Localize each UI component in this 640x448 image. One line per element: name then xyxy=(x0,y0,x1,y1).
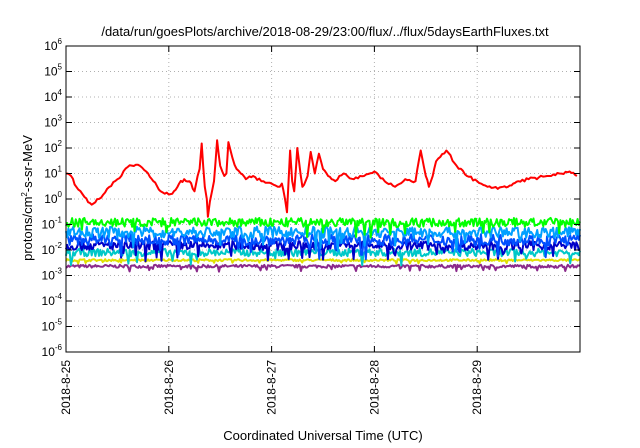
y-tick-label: 10-1 xyxy=(42,216,63,232)
y-axis-title: protons/cm2-s-sr-MeV xyxy=(20,135,35,261)
y-tick-base: 10 xyxy=(44,39,58,53)
y-axis-title-sup: 2 xyxy=(20,192,29,197)
y-tick-base: 10 xyxy=(42,345,56,359)
y-tick-exponent: 2 xyxy=(58,139,63,148)
y-tick-label: 106 xyxy=(44,37,62,53)
x-tick-label: 2018-8-29 xyxy=(470,360,484,415)
y-tick-label: 10-6 xyxy=(42,343,63,359)
y-tick-base: 10 xyxy=(42,294,56,308)
y-tick-exponent: 5 xyxy=(58,63,63,72)
y-tick-base: 10 xyxy=(44,141,58,155)
y-tick-exponent: 3 xyxy=(58,114,63,123)
y-tick-exponent: 6 xyxy=(58,37,63,46)
y-tick-label: 102 xyxy=(44,139,62,155)
y-tick-exponent: -1 xyxy=(55,216,63,225)
data-series xyxy=(65,139,581,273)
grid xyxy=(66,46,580,352)
y-tick-label: 103 xyxy=(44,114,62,130)
x-tick-label: 2018-8-27 xyxy=(265,360,279,415)
y-tick-exponent: 0 xyxy=(58,190,63,199)
x-tick-label: 2018-8-26 xyxy=(162,360,176,415)
x-tick-label: 2018-8-28 xyxy=(367,360,381,415)
y-tick-base: 10 xyxy=(44,167,58,181)
y-tick-exponent: 1 xyxy=(58,165,63,174)
y-tick-base: 10 xyxy=(42,218,56,232)
series-line xyxy=(65,263,581,273)
x-axis: 2018-8-25 2018-8-26 2018-8-27 2018-8-28 2018… xyxy=(59,46,484,415)
series-line xyxy=(65,225,581,253)
y-tick-base: 10 xyxy=(42,269,56,283)
y-tick-label: 104 xyxy=(44,88,62,104)
y-tick-label: 100 xyxy=(44,190,62,206)
y-tick-exponent: -3 xyxy=(55,267,63,276)
y-tick-exponent: -5 xyxy=(55,318,63,327)
x-axis-title: Coordinated Universal Time (UTC) xyxy=(223,428,422,443)
x-tick-label: 2018-8-25 xyxy=(59,360,73,415)
y-axis-title-suffix: -s-sr-MeV xyxy=(20,135,35,192)
y-axis-title-prefix: protons/cm xyxy=(20,197,35,261)
y-tick-base: 10 xyxy=(44,65,58,79)
y-tick-base: 10 xyxy=(44,90,58,104)
y-tick-label: 101 xyxy=(44,165,62,181)
y-tick-label: 10-3 xyxy=(42,267,63,283)
y-tick-exponent: -6 xyxy=(55,343,63,352)
series-line xyxy=(65,233,581,261)
series-line xyxy=(65,216,581,239)
y-tick-base: 10 xyxy=(44,116,58,130)
y-tick-base: 10 xyxy=(42,320,56,334)
y-tick-exponent: 4 xyxy=(58,88,63,97)
y-tick-exponent: -2 xyxy=(55,241,63,250)
y-tick-base: 10 xyxy=(42,243,56,257)
series-line xyxy=(65,139,578,218)
y-tick-base: 10 xyxy=(44,192,58,206)
y-tick-label: 105 xyxy=(44,63,62,79)
y-tick-label: 10-5 xyxy=(42,318,63,334)
y-tick-exponent: -4 xyxy=(55,292,63,301)
y-tick-label: 10-2 xyxy=(42,241,63,257)
y-tick-label: 10-4 xyxy=(42,292,63,308)
chart-title: /data/run/goesPlots/archive/2018-08-29/2… xyxy=(101,24,549,39)
y-axis: 10-610-510-410-310-210-11001011021031041… xyxy=(42,37,580,359)
